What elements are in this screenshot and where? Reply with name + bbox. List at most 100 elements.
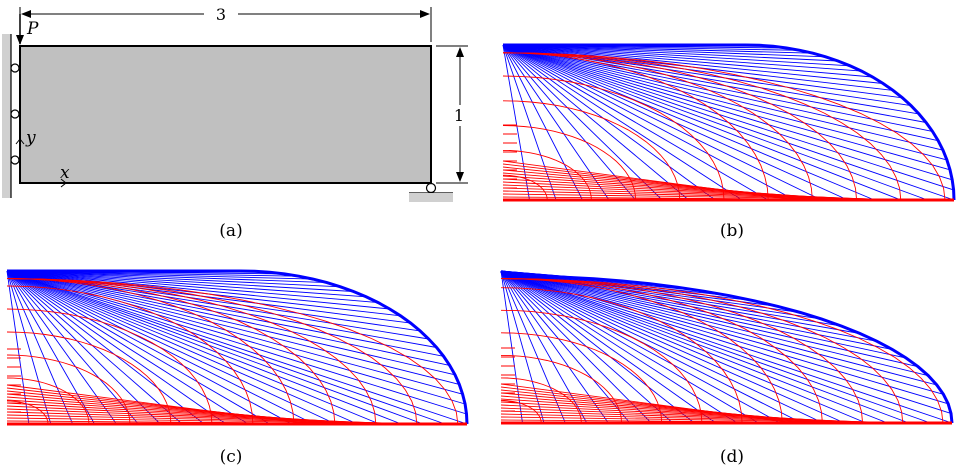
compression-member	[500, 270, 910, 424]
length-label: 3	[216, 5, 226, 24]
pin-support	[425, 182, 437, 194]
tension-member	[6, 308, 213, 425]
compression-member	[502, 44, 636, 201]
compression-member	[6, 270, 327, 284]
compression-member	[500, 270, 867, 424]
compression-member	[6, 270, 380, 425]
beam-domain	[19, 45, 432, 184]
tension-member	[500, 278, 823, 424]
compression-member	[502, 44, 902, 201]
compression-member	[502, 44, 928, 201]
load-label: P	[26, 19, 39, 39]
tension-member	[500, 377, 582, 424]
compression-member	[6, 270, 271, 425]
roller-support	[10, 155, 20, 165]
panel-d-caption: (d)	[720, 447, 744, 467]
compression-member	[6, 270, 227, 425]
compression-member	[502, 44, 822, 201]
compression-member	[6, 270, 402, 425]
compression-member	[502, 44, 839, 62]
tension-member	[500, 278, 944, 424]
compression-member	[500, 270, 802, 424]
tension-member	[502, 52, 858, 201]
compression-member	[500, 270, 944, 395]
compression-member	[6, 270, 205, 425]
tension-member	[502, 100, 681, 201]
outer-chord	[239, 269, 469, 425]
compression-member	[500, 270, 781, 424]
compression-member	[502, 44, 851, 67]
panel-c-truss-layout	[6, 269, 469, 426]
tension-member	[500, 383, 797, 424]
compression-member	[502, 44, 796, 201]
tension-member	[502, 166, 823, 201]
compression-member	[6, 270, 450, 366]
compression-member	[500, 270, 759, 424]
x-axis-arrowhead	[60, 178, 67, 188]
compression-member	[6, 270, 463, 395]
compression-member	[6, 270, 52, 425]
tension-member	[500, 389, 821, 424]
top-chord	[500, 269, 508, 278]
panel-b-truss-layout	[502, 43, 956, 202]
panel-d-truss-layout	[500, 269, 954, 425]
tension-member	[502, 174, 548, 201]
compression-member	[500, 270, 907, 359]
compression-member	[500, 270, 545, 424]
tension-member	[502, 52, 769, 201]
compression-member	[6, 270, 460, 385]
compression-member	[500, 270, 949, 405]
compression-member	[6, 270, 411, 324]
compression-member	[6, 270, 336, 425]
tension-member	[500, 386, 809, 424]
outer-chord	[745, 43, 956, 201]
compression-member	[502, 44, 663, 201]
ground-hatch	[409, 193, 453, 202]
compression-member	[500, 270, 631, 424]
panel-b-caption: (b)	[720, 221, 744, 241]
compression-member	[502, 44, 530, 201]
tension-member	[500, 278, 864, 424]
compression-member	[502, 44, 884, 84]
tension-member	[6, 278, 295, 425]
compression-member	[6, 270, 139, 425]
y-axis-arrowhead	[15, 138, 25, 145]
compression-member	[500, 270, 953, 424]
compression-member	[500, 270, 919, 368]
compression-member	[502, 44, 826, 58]
compression-member	[500, 270, 717, 424]
tension-member	[502, 52, 902, 201]
tension-member	[502, 169, 835, 201]
compression-member	[6, 270, 293, 425]
outer-chord	[506, 274, 954, 424]
y-axis-label: y	[25, 128, 36, 148]
compression-member	[6, 270, 468, 425]
compression-member	[6, 270, 183, 425]
compression-member	[502, 44, 951, 171]
compression-member	[500, 270, 845, 424]
tension-member	[502, 125, 637, 201]
compression-member	[502, 44, 933, 132]
compression-member	[6, 270, 354, 292]
tension-member	[500, 392, 833, 424]
compression-member	[502, 44, 948, 161]
tension-member	[502, 160, 799, 201]
left-wall-support	[2, 34, 11, 198]
panel-a-caption: (a)	[219, 221, 242, 241]
compression-member	[6, 270, 446, 425]
tension-member	[6, 393, 348, 425]
tension-member	[6, 278, 459, 425]
compression-member	[502, 44, 903, 99]
panel-c-caption: (c)	[220, 447, 243, 467]
tension-member	[6, 278, 418, 425]
compression-member	[500, 270, 652, 424]
compression-member	[502, 44, 862, 72]
compression-member	[500, 270, 824, 424]
compression-member	[6, 270, 456, 376]
compression-member	[502, 44, 939, 142]
compression-member	[502, 44, 769, 201]
compression-member	[6, 270, 358, 425]
compression-member	[500, 270, 952, 414]
tension-member	[502, 52, 946, 201]
